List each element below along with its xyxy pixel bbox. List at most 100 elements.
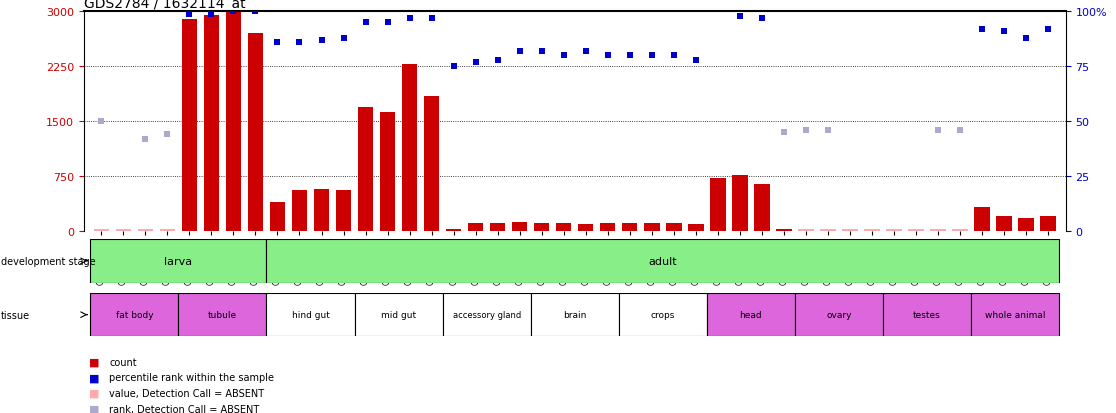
Bar xyxy=(795,293,883,337)
Text: testes: testes xyxy=(913,311,941,319)
Text: ■: ■ xyxy=(89,357,99,367)
Point xyxy=(378,20,396,27)
Point xyxy=(797,127,815,134)
Bar xyxy=(358,107,373,231)
Bar xyxy=(908,229,924,231)
Bar xyxy=(931,229,945,231)
Bar xyxy=(160,229,175,231)
Point xyxy=(687,57,705,64)
Bar xyxy=(666,223,682,231)
Text: development stage: development stage xyxy=(1,256,96,266)
Point xyxy=(423,16,441,22)
Bar xyxy=(225,12,241,231)
Text: mid gut: mid gut xyxy=(381,311,416,319)
Bar xyxy=(971,293,1059,337)
Bar xyxy=(777,229,791,231)
Text: hind gut: hind gut xyxy=(291,311,329,319)
Bar xyxy=(270,202,286,231)
Text: whole animal: whole animal xyxy=(985,311,1046,319)
Bar xyxy=(267,293,355,337)
Point xyxy=(511,48,529,55)
Point xyxy=(577,48,595,55)
Point xyxy=(335,36,353,42)
Point xyxy=(269,40,287,46)
Point xyxy=(158,132,176,138)
Bar xyxy=(820,229,836,231)
Text: tissue: tissue xyxy=(1,310,30,320)
Bar xyxy=(182,20,198,231)
Text: value, Detection Call = ABSENT: value, Detection Call = ABSENT xyxy=(109,388,264,398)
Point xyxy=(643,53,661,59)
Bar xyxy=(886,229,902,231)
Point xyxy=(181,11,199,18)
Bar xyxy=(974,207,990,231)
Bar xyxy=(204,16,219,231)
Text: GDS2784 / 1632114_at: GDS2784 / 1632114_at xyxy=(84,0,246,12)
Point xyxy=(247,9,264,16)
Point xyxy=(312,38,330,44)
Point xyxy=(775,130,792,136)
Point xyxy=(93,119,110,125)
Text: brain: brain xyxy=(564,311,586,319)
Text: accessory gland: accessory gland xyxy=(452,311,521,319)
Point xyxy=(995,29,1013,36)
Point xyxy=(665,53,683,59)
Bar xyxy=(531,293,618,337)
Bar xyxy=(754,185,770,231)
Point xyxy=(819,127,837,134)
Bar xyxy=(1019,219,1033,231)
Bar xyxy=(424,97,440,231)
Point xyxy=(973,26,991,33)
Bar xyxy=(997,217,1012,231)
Text: head: head xyxy=(740,311,762,319)
Point xyxy=(136,136,154,142)
Point xyxy=(357,20,375,27)
Point xyxy=(532,48,550,55)
Point xyxy=(444,64,462,71)
Point xyxy=(290,40,308,46)
Point xyxy=(753,16,771,22)
Bar xyxy=(291,190,307,231)
Bar xyxy=(116,229,131,231)
Bar xyxy=(710,179,725,231)
Bar xyxy=(689,224,703,231)
Bar xyxy=(644,223,660,231)
Bar xyxy=(512,223,528,231)
Text: ■: ■ xyxy=(89,373,99,382)
Text: tubule: tubule xyxy=(208,311,237,319)
Bar xyxy=(90,240,267,283)
Bar xyxy=(355,293,443,337)
Bar xyxy=(864,229,879,231)
Bar xyxy=(843,229,858,231)
Bar xyxy=(402,65,417,231)
Point xyxy=(489,57,507,64)
Text: rank, Detection Call = ABSENT: rank, Detection Call = ABSENT xyxy=(109,404,260,413)
Text: larva: larva xyxy=(164,256,192,266)
Bar xyxy=(622,223,637,231)
Bar xyxy=(379,112,395,231)
Bar xyxy=(600,223,616,231)
Point xyxy=(1039,26,1057,33)
Bar xyxy=(443,293,531,337)
Bar xyxy=(732,176,748,231)
Point xyxy=(620,53,638,59)
Bar xyxy=(137,229,153,231)
Bar xyxy=(798,229,814,231)
Bar xyxy=(533,223,549,231)
Point xyxy=(930,127,947,134)
Point xyxy=(224,9,242,16)
Bar xyxy=(90,293,179,337)
Bar xyxy=(267,240,1059,283)
Point xyxy=(555,53,573,59)
Text: count: count xyxy=(109,357,137,367)
Point xyxy=(1017,36,1035,42)
Bar xyxy=(314,190,329,231)
Text: crops: crops xyxy=(651,311,675,319)
Point xyxy=(466,59,484,66)
Bar xyxy=(336,190,352,231)
Bar xyxy=(578,224,594,231)
Text: adult: adult xyxy=(648,256,677,266)
Bar xyxy=(94,229,109,231)
Bar xyxy=(248,34,263,231)
Bar xyxy=(490,223,506,231)
